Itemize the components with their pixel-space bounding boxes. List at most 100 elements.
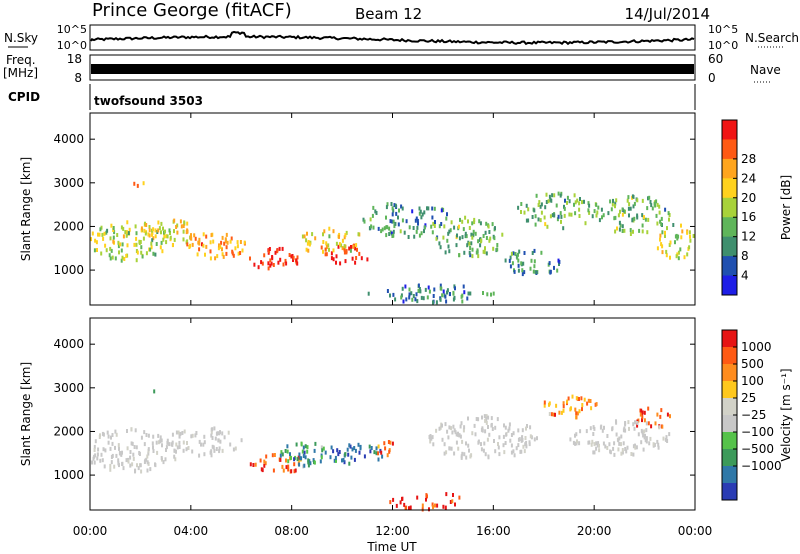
- range-cell: [621, 212, 624, 217]
- range-cell: [569, 437, 572, 442]
- range-cell: [127, 459, 130, 464]
- range-cell: [100, 251, 103, 256]
- range-cell: [576, 198, 579, 203]
- range-cell: [627, 420, 630, 425]
- colorbar-tick-label: −500: [741, 442, 774, 456]
- range-cell: [656, 246, 659, 251]
- range-cell: [348, 246, 351, 251]
- range-cell: [632, 452, 635, 457]
- range-cell: [516, 255, 519, 260]
- range-cell: [320, 445, 323, 450]
- range-cell: [485, 251, 488, 256]
- range-cell: [633, 216, 636, 221]
- colorbar-tick-label: −100: [741, 425, 774, 439]
- range-cell: [513, 453, 516, 458]
- range-cell: [649, 436, 652, 441]
- colorbar-tick-label: 500: [741, 357, 764, 371]
- range-cell: [473, 217, 476, 222]
- range-cell: [134, 468, 137, 473]
- range-cell: [632, 229, 634, 234]
- range-cell: [328, 247, 330, 252]
- range-cell: [269, 258, 272, 263]
- range-cell: [347, 452, 350, 457]
- range-cell: [186, 221, 189, 226]
- range-cell: [436, 503, 439, 508]
- range-cell: [98, 232, 101, 237]
- colorbar-tick-label: 1000: [741, 340, 772, 354]
- range-cell: [545, 192, 548, 197]
- range-cell: [175, 225, 178, 229]
- range-cell: [408, 506, 410, 511]
- range-cell: [443, 451, 446, 456]
- range-cell: [327, 243, 330, 248]
- range-cell: [112, 226, 115, 230]
- range-cell: [366, 257, 369, 262]
- range-cell: [278, 246, 281, 251]
- range-cell: [213, 426, 216, 431]
- range-cell: [420, 231, 423, 236]
- range-cell: [229, 442, 232, 447]
- range-cell: [276, 249, 279, 254]
- range-cell: [426, 295, 429, 300]
- range-cell: [146, 454, 149, 459]
- range-cell: [622, 441, 625, 446]
- range-cell: [133, 242, 136, 247]
- range-cell: [440, 208, 443, 213]
- range-cell: [432, 300, 434, 305]
- range-cell: [624, 421, 627, 425]
- range-cell: [589, 426, 592, 431]
- range-cell: [461, 219, 464, 224]
- range-cell: [560, 219, 562, 224]
- range-cell: [457, 431, 459, 436]
- range-cell: [390, 202, 393, 206]
- range-cell: [530, 435, 533, 440]
- range-cell: [664, 234, 666, 238]
- range-cell: [621, 224, 624, 229]
- range-cell: [664, 207, 667, 212]
- range-cell: [391, 219, 394, 224]
- range-cell: [505, 432, 508, 437]
- range-cell: [487, 224, 490, 229]
- range-cell: [456, 233, 458, 238]
- range-cell: [202, 442, 205, 447]
- range-cell: [641, 418, 643, 423]
- range-cell: [102, 236, 105, 241]
- range-cell: [463, 425, 466, 430]
- range-cell: [164, 457, 167, 462]
- range-cell: [123, 257, 126, 261]
- range-cell: [401, 218, 404, 223]
- range-cell: [438, 426, 441, 431]
- colorbar-swatch: [722, 330, 737, 348]
- range-cell: [386, 289, 389, 293]
- range-cell: [657, 442, 660, 447]
- range-cell: [484, 246, 486, 251]
- colorbar-swatch: [722, 158, 737, 179]
- nsearch-tick-bottom: 10^0: [708, 39, 738, 52]
- range-cell: [370, 224, 373, 229]
- range-cell: [551, 213, 554, 218]
- range-cell: [614, 201, 617, 206]
- range-cell: [454, 502, 456, 507]
- range-cell: [391, 212, 394, 217]
- range-cell: [324, 252, 327, 257]
- range-cell: [452, 290, 455, 295]
- range-cell: [517, 258, 520, 263]
- range-cell: [118, 446, 120, 451]
- range-cell: [136, 250, 139, 255]
- range-cell: [213, 448, 216, 453]
- range-cell: [645, 428, 648, 433]
- range-cell: [381, 454, 384, 459]
- range-cell: [129, 455, 132, 460]
- range-cell: [392, 497, 395, 502]
- range-cell: [530, 258, 533, 263]
- range-cell: [574, 433, 576, 438]
- range-cell: [351, 256, 354, 261]
- range-cell: [572, 440, 575, 445]
- range-cell: [389, 219, 392, 224]
- range-cell: [626, 198, 629, 203]
- range-cell: [573, 202, 575, 207]
- range-cell: [454, 286, 456, 291]
- cpid-value: twofsound 3503: [94, 94, 203, 108]
- range-cell: [232, 447, 235, 452]
- range-cell: [562, 226, 565, 231]
